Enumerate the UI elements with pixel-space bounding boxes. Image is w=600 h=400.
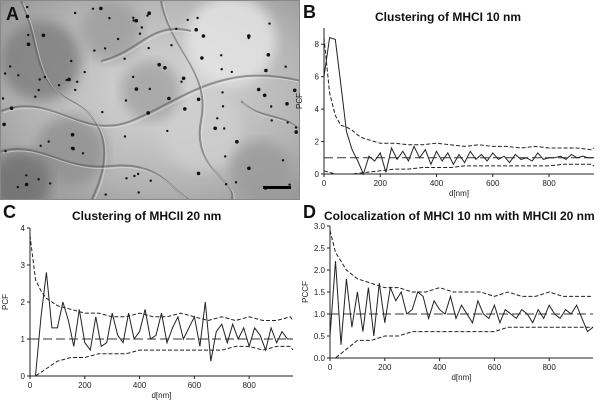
x-tick-label: 200 <box>78 381 92 390</box>
x-tick-label: 0 <box>328 363 333 372</box>
axes <box>323 28 594 175</box>
series-line-observed <box>323 37 594 176</box>
y-tick-label: 2 <box>21 298 26 307</box>
x-tick-label: 400 <box>433 363 447 372</box>
panel-label-a: A <box>6 4 19 24</box>
chart-title-b: Clustering of MHCI 10 nm <box>375 10 522 24</box>
y-tick-label: 2.5 <box>314 244 326 253</box>
x-tick-label: 800 <box>542 363 556 372</box>
y-tick-label: 1.0 <box>314 310 326 319</box>
y-axis-label: PCF <box>1 294 10 310</box>
x-axis-label: d[nm] <box>449 189 469 198</box>
x-tick-label: 600 <box>188 381 202 390</box>
x-tick-label: 0 <box>28 381 33 390</box>
x-tick-label: 0 <box>322 179 327 188</box>
y-tick-label: 3.0 <box>314 222 326 231</box>
x-tick-label: 200 <box>374 179 388 188</box>
chart-c: 0 1 2 3 4 0 200 400 600 800 d[nm] PCF <box>1 224 294 400</box>
chart-panel-c: C Clustering of MHCII 20 nm 0 1 2 3 4 0 200 400… <box>0 200 300 400</box>
series-line-envelope <box>330 326 593 359</box>
y-tick-label: 4 <box>315 105 320 114</box>
x-tick-label: 600 <box>486 179 500 188</box>
y-axis-label: PCF <box>295 93 304 109</box>
x-tick-label: 200 <box>378 363 392 372</box>
micrograph-panel: A <box>0 0 300 200</box>
chart-b: 0 2 4 6 8 0 200 400 600 800 d[nm] PCF <box>295 28 595 198</box>
y-tick-label: 2 <box>315 138 320 147</box>
series-line-envelope <box>323 163 595 175</box>
y-tick-label: 4 <box>21 224 26 233</box>
y-tick-label: 2.0 <box>314 266 326 275</box>
axes <box>29 228 293 377</box>
x-axis-label: d[nm] <box>151 391 171 400</box>
y-tick-label: 1.5 <box>314 288 326 297</box>
y-tick-label: 1 <box>21 335 26 344</box>
chart-panel-b: B Clustering of MHCI 10 nm 0 2 4 6 8 0 200 400 6… <box>295 0 600 200</box>
y-tick-label: 0 <box>315 170 320 179</box>
y-tick-label: 0.5 <box>314 332 326 341</box>
y-axis-label: PCCF <box>301 281 310 303</box>
chart-d: 0.0 0.5 1.0 1.5 2.0 2.5 3.0 0 200 400 600 800 d[nm] P… <box>301 222 594 382</box>
chart-title-d: Colocalization of MHCI 10 nm with MHCII … <box>324 209 595 223</box>
chart-title-c: Clustering of MHCII 20 nm <box>72 209 222 223</box>
x-tick-label: 400 <box>133 381 147 390</box>
y-tick-label: 0.0 <box>314 354 326 363</box>
panel-label-b: B <box>303 2 316 22</box>
scale-bar <box>263 186 291 189</box>
series-line-observed <box>30 272 293 377</box>
series-line-envelope <box>329 230 593 297</box>
y-tick-label: 6 <box>315 73 320 82</box>
x-tick-label: 800 <box>242 381 256 390</box>
y-tick-label: 8 <box>315 40 320 49</box>
panel-label-c: C <box>3 202 16 222</box>
electron-micrograph <box>1 1 299 199</box>
series-line-observed <box>329 261 594 345</box>
x-tick-label: 400 <box>430 179 444 188</box>
chart-panel-d: D Colocalization of MHCI 10 nm with MHCI… <box>300 200 600 400</box>
x-axis-label: d[nm] <box>451 373 471 382</box>
y-tick-label: 0 <box>21 372 26 381</box>
panel-label-d: D <box>303 202 316 222</box>
y-tick-label: 3 <box>21 261 26 270</box>
series-line-envelope <box>30 345 294 377</box>
series-line-envelope <box>29 235 294 322</box>
x-tick-label: 800 <box>542 179 556 188</box>
series-line-envelope <box>323 37 595 151</box>
x-tick-label: 600 <box>488 363 502 372</box>
